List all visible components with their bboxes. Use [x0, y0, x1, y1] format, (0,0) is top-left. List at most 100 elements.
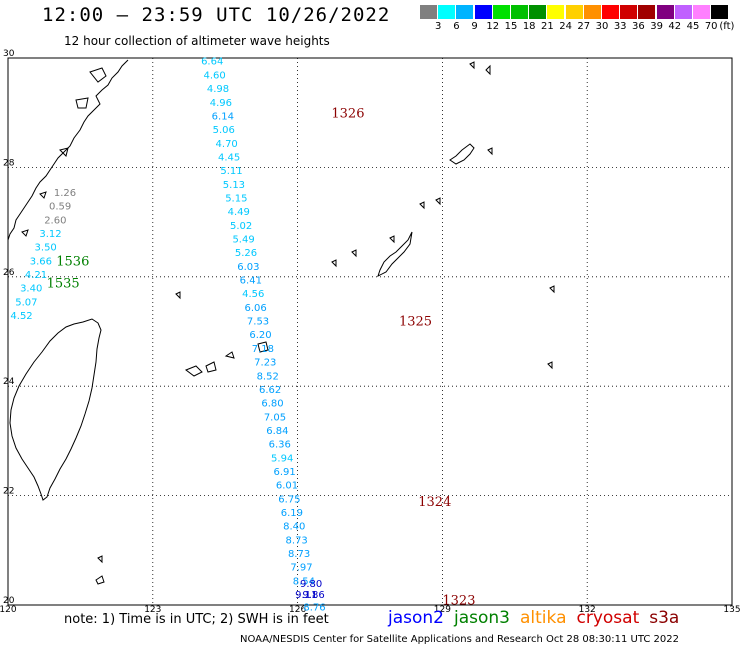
- wave-height-value: 7.53: [247, 317, 269, 328]
- satellite-name: cryosat: [576, 608, 640, 628]
- wave-height-value: 6.20: [249, 330, 271, 341]
- lon-tick-label: 123: [144, 605, 161, 615]
- wave-height-value: 6.19: [281, 508, 303, 519]
- wave-height-value: 4.56: [242, 289, 264, 300]
- legend-label: 24: [559, 21, 572, 32]
- wave-height-value: 4.60: [203, 70, 225, 81]
- wave-height-value: 6.80: [261, 399, 283, 410]
- lat-lon-grid: [8, 58, 732, 605]
- wave-height-value: 6.75: [278, 494, 300, 505]
- lat-tick-label: 26: [3, 268, 15, 278]
- wave-height-value: 3.50: [35, 243, 57, 254]
- wave-height-value: 4.49: [228, 207, 250, 218]
- legend-label: 45: [686, 21, 700, 32]
- pass-number-label: 1535: [47, 276, 80, 291]
- pass-number-label: 1323: [442, 594, 475, 609]
- wave-height-value: 6.62: [259, 385, 281, 396]
- wave-height-value: 5.94: [271, 453, 293, 464]
- wave-height-value: 3.40: [20, 284, 42, 295]
- axis-tick-labels: 120 123 126 129 132 135 20 22 24 26 28 30: [0, 49, 740, 615]
- wave-height-value: 4.98: [207, 84, 229, 95]
- wave-height-value: 9.80: [300, 579, 322, 590]
- wave-height-value: 8.54: [293, 576, 315, 587]
- wave-height-value: 8.73: [288, 549, 310, 560]
- legend-label: 6: [453, 21, 460, 32]
- wave-height-value: 1.26: [54, 188, 76, 199]
- legend-swatch: [693, 5, 710, 19]
- wave-height-value: 5.49: [232, 235, 254, 246]
- legend-swatch: [511, 5, 528, 19]
- legend-label: 21: [541, 21, 554, 32]
- wave-height-value: 5.02: [230, 221, 252, 232]
- wave-height-value: 7.05: [264, 412, 286, 423]
- lat-tick-label: 22: [3, 487, 14, 497]
- credit-line: NOAA/NESDIS Center for Satellite Applica…: [240, 634, 679, 645]
- lon-tick-label: 132: [579, 605, 596, 615]
- wave-height-value: 6.91: [273, 467, 295, 478]
- legend-label: 70: [704, 21, 718, 32]
- legend-swatch: [474, 5, 492, 19]
- altimeter-tracks: 6.64 4.60 4.98 4.96 6.14 5.06 4.70 4.45 5.11 5.13…: [10, 57, 325, 614]
- legend-label: 30: [595, 21, 609, 32]
- wave-height-value: 8.76: [303, 603, 325, 614]
- map-title: 12:00 – 23:59 UTC 10/26/2022: [42, 4, 391, 26]
- china-coastline: [7, 59, 129, 241]
- legend-swatch: [529, 5, 547, 19]
- legend-label: 9: [471, 21, 478, 32]
- map-subtitle: 12 hour collection of altimeter wave hei…: [64, 34, 330, 48]
- wave-height-value: 7.97: [290, 563, 312, 574]
- legend-label: 12: [486, 21, 500, 32]
- wave-height-value: 4.21: [25, 270, 47, 281]
- wave-height-value: 5.15: [225, 193, 247, 204]
- wave-height-value: 6.14: [212, 111, 234, 122]
- wave-height-value: 9.86: [302, 590, 324, 601]
- pass-labels: 1326 1325 1324 1323 1536 1535: [47, 107, 476, 609]
- legend-label: 3: [435, 21, 442, 32]
- satellite-name: jason3: [454, 608, 510, 628]
- coastline-layer: [7, 59, 555, 585]
- wave-height-value: 3.12: [39, 229, 61, 240]
- legend-label: 39: [650, 21, 663, 32]
- wave-height-value: 5.11: [220, 166, 242, 177]
- legend-swatch: [456, 5, 474, 19]
- coastal-islands: [21, 67, 107, 237]
- wave-height-value: 5.13: [223, 180, 245, 191]
- wave-height-value: 6.01: [276, 481, 298, 492]
- wave-height-value: 6.36: [269, 440, 291, 451]
- lon-tick-label: 126: [289, 605, 306, 615]
- lat-tick-label: 20: [3, 596, 15, 606]
- lat-tick-label: 24: [3, 377, 15, 387]
- pass-number-label: 1325: [399, 315, 432, 330]
- satellite-name: altika: [520, 608, 567, 628]
- lon-tick-label: 120: [0, 605, 17, 615]
- legend-label: 18: [522, 21, 536, 32]
- legend-swatch: [656, 5, 674, 19]
- wave-height-value: 7.23: [254, 358, 276, 369]
- satellite-name: jason2: [388, 608, 444, 628]
- wave-height-value: 4.96: [210, 98, 232, 109]
- taiwan-coastline: [9, 318, 102, 501]
- wave-height-value: 2.60: [44, 215, 66, 226]
- legend-swatch: [547, 5, 565, 19]
- lon-tick-label: 129: [434, 605, 451, 615]
- okinawa-coastline: [377, 231, 413, 277]
- pass-number-label: 1536: [56, 254, 89, 269]
- legend-swatch: [674, 5, 692, 19]
- legend-unit: (ft): [719, 21, 735, 32]
- wave-height-value: 6.03: [237, 262, 259, 273]
- legend-swatch: [492, 5, 510, 19]
- wave-height-value: 6.84: [266, 426, 288, 437]
- legend-label: 27: [577, 21, 591, 32]
- legend-swatch: [438, 5, 456, 19]
- lat-tick-label: 30: [3, 49, 15, 59]
- wave-height-value: 8.73: [286, 535, 308, 546]
- wave-height-value: 5.06: [213, 125, 235, 136]
- legend-swatch: [583, 5, 601, 19]
- legend-swatch: [565, 5, 583, 19]
- wave-height-value: 4.45: [218, 152, 240, 163]
- wave-height-value: 4.52: [10, 311, 32, 322]
- legend-label: 33: [613, 21, 627, 32]
- lat-tick-label: 28: [3, 158, 15, 168]
- wave-height-value: 9.11: [295, 590, 317, 601]
